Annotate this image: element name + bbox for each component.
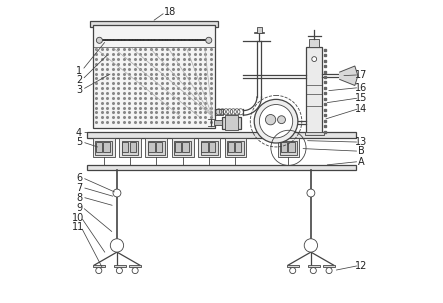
Text: B: B — [358, 146, 364, 157]
Polygon shape — [340, 66, 358, 85]
Bar — [209, 142, 215, 152]
Circle shape — [117, 268, 122, 274]
Bar — [130, 142, 136, 152]
Bar — [214, 120, 222, 125]
Text: 6: 6 — [76, 173, 82, 183]
Text: 9: 9 — [76, 202, 82, 213]
Bar — [122, 142, 128, 152]
Bar — [198, 138, 220, 157]
Bar — [307, 47, 322, 133]
Bar — [309, 39, 319, 47]
Text: 5: 5 — [76, 137, 82, 148]
Text: 18: 18 — [164, 6, 176, 17]
Bar — [287, 265, 299, 267]
Bar — [215, 109, 223, 115]
Text: 13: 13 — [355, 137, 367, 148]
Bar — [93, 25, 215, 128]
Text: 10: 10 — [72, 212, 85, 223]
Bar — [103, 142, 110, 152]
Bar — [201, 142, 208, 152]
Bar — [227, 141, 244, 155]
Circle shape — [97, 37, 102, 43]
Text: 12: 12 — [355, 261, 367, 271]
Bar — [93, 138, 115, 157]
Bar — [280, 142, 287, 152]
Bar — [288, 142, 295, 152]
Circle shape — [307, 189, 315, 197]
Text: 11: 11 — [72, 222, 85, 232]
Bar — [175, 142, 181, 152]
Text: 1: 1 — [76, 66, 82, 76]
Bar — [257, 27, 262, 33]
Bar — [222, 117, 241, 129]
Bar — [172, 138, 194, 157]
Circle shape — [278, 116, 285, 124]
Bar — [95, 141, 112, 155]
Text: 7: 7 — [76, 183, 82, 193]
Bar — [183, 142, 189, 152]
Bar — [201, 141, 218, 155]
Bar — [305, 132, 323, 135]
Circle shape — [206, 37, 212, 43]
Text: 17: 17 — [355, 70, 367, 80]
Text: 8: 8 — [76, 192, 82, 203]
Circle shape — [304, 239, 318, 252]
Circle shape — [254, 99, 298, 143]
Bar — [148, 142, 155, 152]
Text: 4: 4 — [76, 128, 82, 138]
Bar — [129, 265, 141, 267]
Bar — [225, 115, 238, 130]
Text: 14: 14 — [355, 104, 367, 114]
Bar — [87, 132, 356, 138]
Circle shape — [310, 268, 316, 274]
Text: A: A — [358, 157, 364, 167]
Bar — [87, 165, 356, 170]
Bar — [323, 265, 335, 267]
Circle shape — [110, 239, 124, 252]
Bar — [235, 142, 241, 152]
Circle shape — [132, 268, 138, 274]
Text: 2: 2 — [76, 75, 82, 85]
Bar — [121, 141, 139, 155]
Bar — [174, 141, 191, 155]
Bar — [228, 142, 234, 152]
Text: 16: 16 — [355, 83, 367, 93]
Bar — [89, 21, 218, 27]
Circle shape — [96, 268, 102, 274]
Bar — [145, 138, 167, 157]
Circle shape — [312, 57, 317, 62]
Circle shape — [113, 189, 121, 197]
Bar — [114, 265, 126, 267]
Text: 15: 15 — [355, 93, 367, 104]
Bar — [225, 138, 246, 157]
Bar — [148, 141, 165, 155]
Bar — [119, 138, 141, 157]
Circle shape — [259, 105, 293, 138]
Bar — [278, 138, 299, 157]
Circle shape — [290, 268, 296, 274]
Circle shape — [326, 268, 332, 274]
Bar — [156, 142, 163, 152]
Circle shape — [265, 115, 276, 125]
Bar — [308, 265, 320, 267]
Text: 3: 3 — [76, 85, 82, 95]
Bar — [96, 142, 102, 152]
Bar — [93, 265, 105, 267]
Bar — [280, 141, 297, 155]
